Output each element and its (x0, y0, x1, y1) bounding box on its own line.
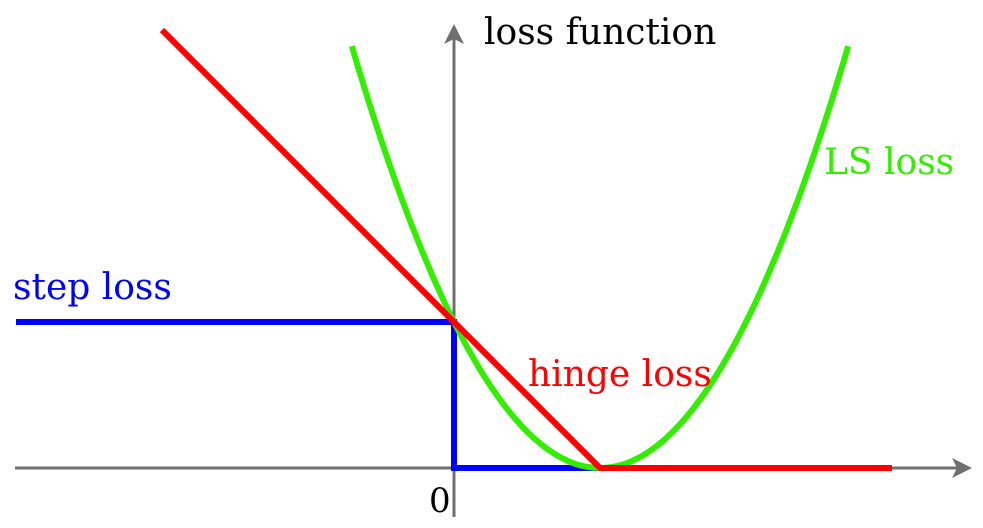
x-tick-label-0: 0 (429, 481, 451, 521)
series-label-step-loss: step loss (13, 267, 172, 308)
series-layer (16, 27, 892, 472)
series-line-step-loss (16, 319, 600, 471)
series-line-hinge-loss (159, 27, 892, 471)
series-label-ls-loss: LS loss (824, 142, 954, 183)
series-line-LS-loss (348, 45, 852, 472)
series-label-hinge-loss: hinge loss (528, 354, 712, 395)
y-axis-title: loss function (484, 12, 716, 53)
